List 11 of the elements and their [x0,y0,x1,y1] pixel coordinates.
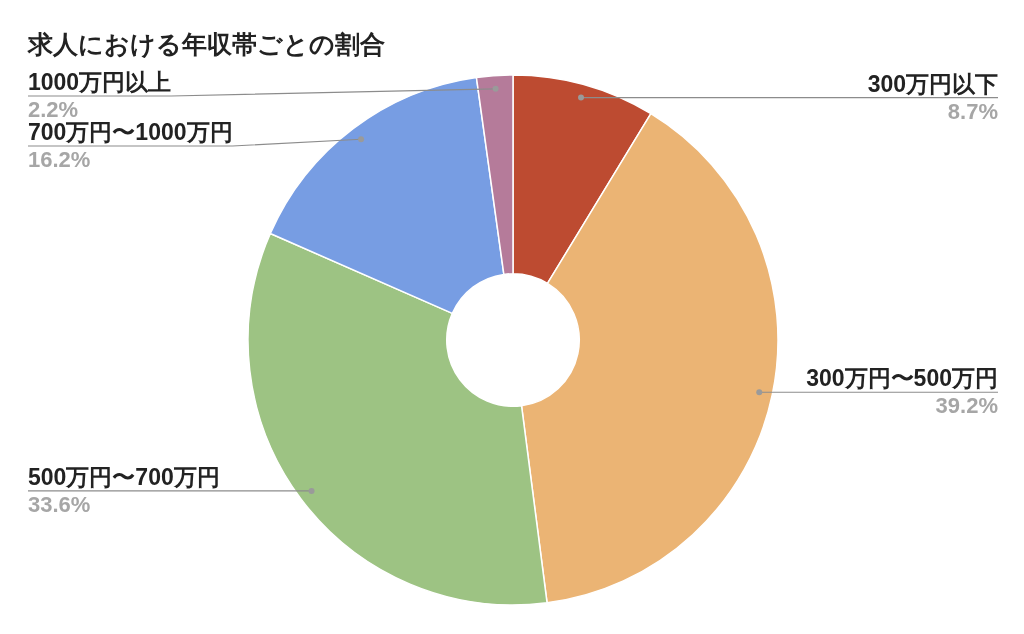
slice-label: 300万円以下 [867,70,998,97]
slice-label: 300万円〜500万円 [806,365,998,392]
slice-label: 1000万円以上 [28,69,172,95]
data-label: 33.6% [28,491,91,517]
data-label: 16.2% [28,147,91,172]
data-label: 39.2% [935,393,998,419]
title: 求人における年収帯ごとの割合 [28,30,385,58]
slice-label: 500万円〜700万円 [28,463,220,490]
slice-label: 700万円〜1000万円 [28,119,233,145]
data-label: 8.7% [947,98,998,124]
data-label: 2.2% [28,97,79,122]
